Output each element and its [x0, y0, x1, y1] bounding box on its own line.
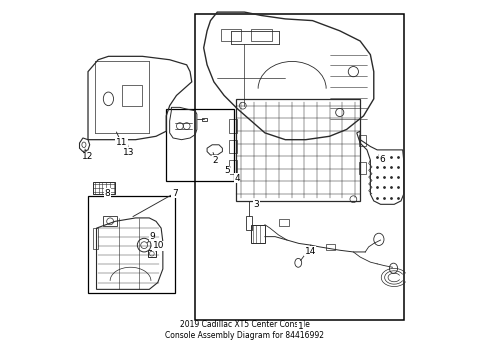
Bar — [229, 140, 236, 153]
Text: 5: 5 — [224, 166, 229, 175]
Bar — [325, 244, 334, 250]
Text: 13: 13 — [123, 148, 134, 157]
Bar — [93, 182, 115, 194]
Text: 1: 1 — [297, 321, 303, 330]
Text: 6: 6 — [379, 154, 385, 163]
Text: 4: 4 — [234, 174, 239, 183]
Bar — [195, 14, 404, 320]
Bar — [359, 135, 366, 147]
Bar — [103, 216, 117, 226]
Bar — [236, 99, 360, 201]
Text: 2019 Cadillac XT5 Center Console
Console Assembly Diagram for 84416992: 2019 Cadillac XT5 Center Console Console… — [164, 320, 324, 341]
Text: 11: 11 — [115, 138, 127, 147]
Text: 14: 14 — [304, 247, 315, 256]
Text: 7: 7 — [172, 189, 177, 198]
Text: 9: 9 — [149, 232, 155, 241]
Bar — [220, 29, 241, 41]
Text: 8: 8 — [104, 189, 110, 198]
Bar — [166, 109, 234, 180]
Bar — [251, 29, 271, 41]
Bar — [229, 160, 236, 174]
Bar — [229, 119, 236, 133]
Text: 10: 10 — [153, 241, 164, 250]
Text: 2: 2 — [212, 156, 218, 165]
Bar — [278, 219, 288, 226]
Bar — [93, 228, 98, 248]
Bar — [251, 225, 264, 243]
Text: 3: 3 — [253, 200, 259, 209]
Text: 12: 12 — [82, 152, 94, 161]
Bar — [359, 162, 366, 174]
Bar — [245, 216, 251, 230]
Bar — [88, 196, 174, 293]
